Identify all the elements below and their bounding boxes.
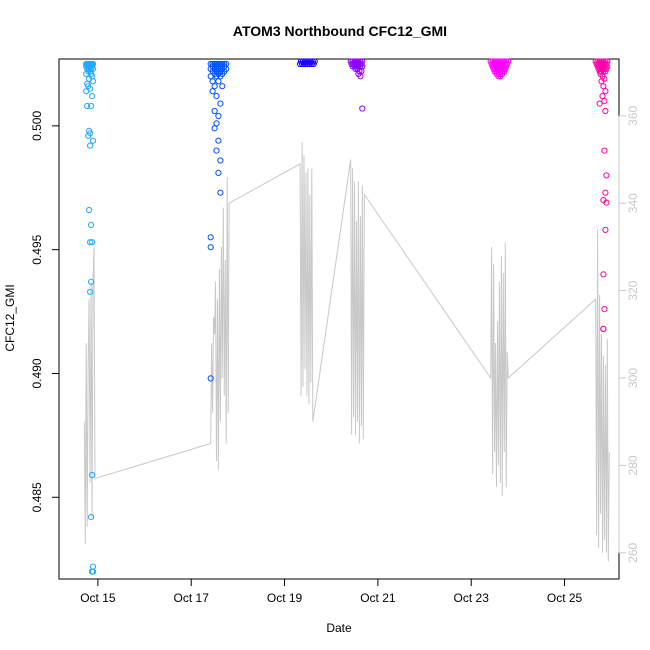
right-y-tick-label: 340 [626,193,640,213]
data-point [217,189,224,196]
data-point [357,73,364,80]
data-point [89,239,96,246]
right-axis-series-line [83,141,610,562]
chart-title: ATOM3 Northbound CFC12_GMI [233,23,447,39]
data-point [211,125,218,132]
data-point [89,78,97,85]
scatter-series-5 [487,58,512,80]
data-point [600,325,607,332]
y-tick-label: 0.490 [30,358,44,388]
data-point [602,107,609,115]
data-point [602,88,609,95]
data-point [600,271,607,278]
data-point [89,137,97,144]
data-point [207,244,214,251]
y-tick-label: 0.500 [30,111,44,141]
x-tick-label: Oct 19 [267,591,303,605]
data-point [86,206,93,214]
data-point [87,239,94,246]
data-point [88,221,95,228]
data-point [87,142,94,149]
data-point [596,100,603,107]
data-point [305,58,312,65]
data-point [215,137,222,144]
scatter-series-3 [297,58,318,68]
right-y-tick-label: 300 [626,368,640,388]
y-tick-label: 0.485 [30,482,44,512]
scatter-series-6 [592,58,611,332]
data-point [217,157,224,164]
data-point [89,93,96,100]
right-y-tick-label: 360 [626,105,640,125]
x-axis-label: Date [326,621,352,635]
data-point [359,105,366,112]
data-point [89,563,97,570]
data-point [600,83,607,90]
y-axis-label: CFC12_GMI [3,284,17,351]
data-point [601,147,608,154]
plot-area-frame [58,58,620,580]
data-point [603,199,610,206]
data-point [311,58,318,65]
data-point [299,58,307,65]
data-point [602,189,609,196]
data-point [301,58,309,65]
data-point [602,226,609,233]
data-point [497,73,504,80]
x-tick-label: Oct 21 [360,591,396,605]
data-point [209,88,216,95]
data-point [217,73,224,80]
data-point [307,58,314,65]
scatter-series-1 [83,60,97,575]
right-y-tick-label: 320 [626,280,640,300]
data-point [88,102,95,110]
data-point [602,68,609,75]
data-point [207,234,214,241]
data-point [88,278,95,285]
data-point [89,568,96,575]
right-y-tick-label: 280 [626,455,640,475]
data-point [211,107,218,115]
right-y-axis: 260 280 300 320 340 360 [618,105,640,563]
data-point [83,88,90,95]
data-point [213,93,220,100]
data-point [495,73,502,80]
data-point [215,78,222,85]
scatter-points-layer [83,58,611,575]
scatter-series-2 [207,60,230,382]
data-point [87,288,94,295]
data-point [309,58,316,65]
y-tick-label: 0.495 [30,234,44,264]
data-point [85,132,92,139]
data-point [89,471,96,479]
data-point [215,112,222,120]
x-tick-label: Oct 23 [454,591,490,605]
data-point [217,100,224,107]
data-point [601,306,608,313]
data-point [603,172,610,179]
data-point [601,98,608,105]
y-axis: 0.485 0.490 0.495 0.500 [30,111,60,512]
x-tick-label: Oct 17 [174,591,210,605]
data-point [298,58,305,65]
data-point [303,58,310,65]
x-axis: Oct 15 Oct 17 Oct 19 Oct 21 Oct 23 Oct 25 [80,578,583,605]
data-point [88,514,95,521]
x-tick-label: Oct 15 [80,591,116,605]
data-point [207,73,214,80]
data-point [211,83,218,90]
data-point [207,375,214,382]
data-point [84,102,91,110]
scatter-series-4 [347,58,366,112]
data-point [213,147,220,154]
data-point [219,83,226,90]
right-axis-line-layer [83,141,610,562]
data-point [215,169,222,176]
x-tick-label: Oct 25 [547,591,583,605]
data-point [599,93,606,100]
right-y-tick-label: 260 [626,542,640,562]
